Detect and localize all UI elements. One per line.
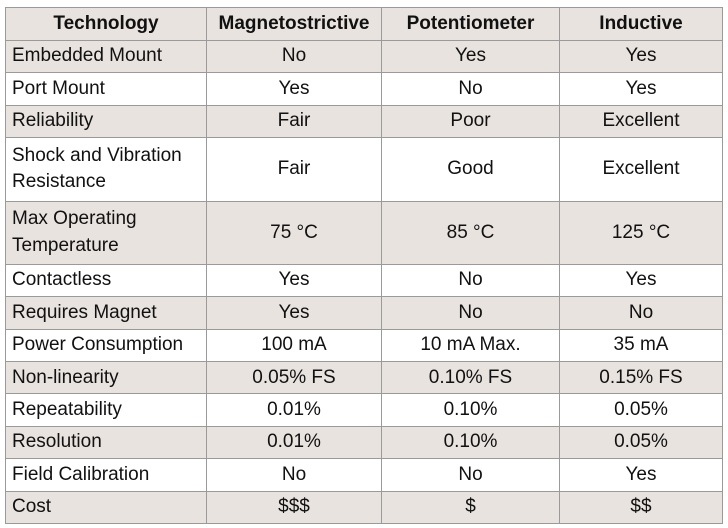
cell-inductive: 0.05%	[559, 393, 723, 427]
row-label: Requires Magnet	[5, 296, 207, 330]
cell-potentiometer: Poor	[381, 104, 560, 139]
cell-inductive: 125 °C	[559, 200, 723, 266]
cell-magnetostrictive: $$$	[206, 490, 382, 524]
table-row: Max Operating Temperature 75 °C 85 °C 12…	[5, 200, 723, 266]
header-potentiometer: Potentiometer	[381, 7, 560, 41]
cell-magnetostrictive: Yes	[206, 264, 382, 298]
cell-inductive: 0.15% FS	[559, 361, 723, 395]
technology-comparison-table: Technology Magnetostrictive Potentiomete…	[5, 7, 723, 524]
row-label: Repeatability	[5, 393, 207, 427]
header-technology: Technology	[5, 7, 207, 41]
row-label: Cost	[5, 490, 207, 524]
cell-magnetostrictive: Fair	[206, 104, 382, 139]
table-row: Field Calibration No No Yes	[5, 458, 723, 492]
cell-magnetostrictive: Fair	[206, 137, 382, 202]
table-row: Shock and Vibration Resistance Fair Good…	[5, 137, 723, 202]
header-magnetostrictive: Magnetostrictive	[206, 7, 382, 41]
cell-inductive: Yes	[559, 72, 723, 106]
row-label: Port Mount	[5, 72, 207, 106]
cell-inductive: Yes	[559, 458, 723, 492]
row-label: Resolution	[5, 425, 207, 460]
table-row: Contactless Yes No Yes	[5, 264, 723, 298]
row-label: Power Consumption	[5, 328, 207, 363]
cell-magnetostrictive: Yes	[206, 72, 382, 106]
table-row: Port Mount Yes No Yes	[5, 72, 723, 106]
table-body: Embedded Mount No Yes Yes Port Mount Yes…	[5, 39, 723, 524]
cell-inductive: Excellent	[559, 137, 723, 202]
cell-magnetostrictive: 0.05% FS	[206, 361, 382, 395]
cell-potentiometer: 0.10% FS	[381, 361, 560, 395]
cell-potentiometer: Yes	[381, 39, 560, 74]
cell-potentiometer: 10 mA Max.	[381, 328, 560, 363]
header-inductive: Inductive	[559, 7, 723, 41]
cell-magnetostrictive: Yes	[206, 296, 382, 330]
table-row: Reliability Fair Poor Excellent	[5, 104, 723, 139]
row-label: Non-linearity	[5, 361, 207, 395]
table-row: Repeatability 0.01% 0.10% 0.05%	[5, 393, 723, 427]
cell-potentiometer: No	[381, 458, 560, 492]
cell-inductive: Yes	[559, 39, 723, 74]
cell-inductive: 0.05%	[559, 425, 723, 460]
row-label: Reliability	[5, 104, 207, 139]
table-row: Non-linearity 0.05% FS 0.10% FS 0.15% FS	[5, 361, 723, 395]
cell-magnetostrictive: 100 mA	[206, 328, 382, 363]
cell-inductive: Excellent	[559, 104, 723, 139]
cell-inductive: $$	[559, 490, 723, 524]
comparison-table-container: Technology Magnetostrictive Potentiomete…	[5, 7, 723, 524]
cell-inductive: 35 mA	[559, 328, 723, 363]
table-row: Embedded Mount No Yes Yes	[5, 39, 723, 74]
row-label: Field Calibration	[5, 458, 207, 492]
cell-potentiometer: No	[381, 72, 560, 106]
cell-magnetostrictive: 75 °C	[206, 200, 382, 266]
cell-magnetostrictive: 0.01%	[206, 425, 382, 460]
cell-potentiometer: No	[381, 264, 560, 298]
row-label: Contactless	[5, 264, 207, 298]
cell-potentiometer: No	[381, 296, 560, 330]
cell-inductive: Yes	[559, 264, 723, 298]
cell-potentiometer: Good	[381, 137, 560, 202]
table-row: Resolution 0.01% 0.10% 0.05%	[5, 425, 723, 460]
table-header-row: Technology Magnetostrictive Potentiomete…	[5, 7, 723, 41]
table-row: Cost $$$ $ $$	[5, 490, 723, 524]
cell-inductive: No	[559, 296, 723, 330]
cell-potentiometer: 0.10%	[381, 393, 560, 427]
table-row: Power Consumption 100 mA 10 mA Max. 35 m…	[5, 328, 723, 363]
cell-magnetostrictive: No	[206, 39, 382, 74]
row-label: Max Operating Temperature	[5, 200, 207, 266]
row-label: Embedded Mount	[5, 39, 207, 74]
cell-magnetostrictive: No	[206, 458, 382, 492]
cell-magnetostrictive: 0.01%	[206, 393, 382, 427]
cell-potentiometer: 85 °C	[381, 200, 560, 266]
row-label: Shock and Vibration Resistance	[5, 137, 207, 202]
table-row: Requires Magnet Yes No No	[5, 296, 723, 330]
cell-potentiometer: $	[381, 490, 560, 524]
cell-potentiometer: 0.10%	[381, 425, 560, 460]
